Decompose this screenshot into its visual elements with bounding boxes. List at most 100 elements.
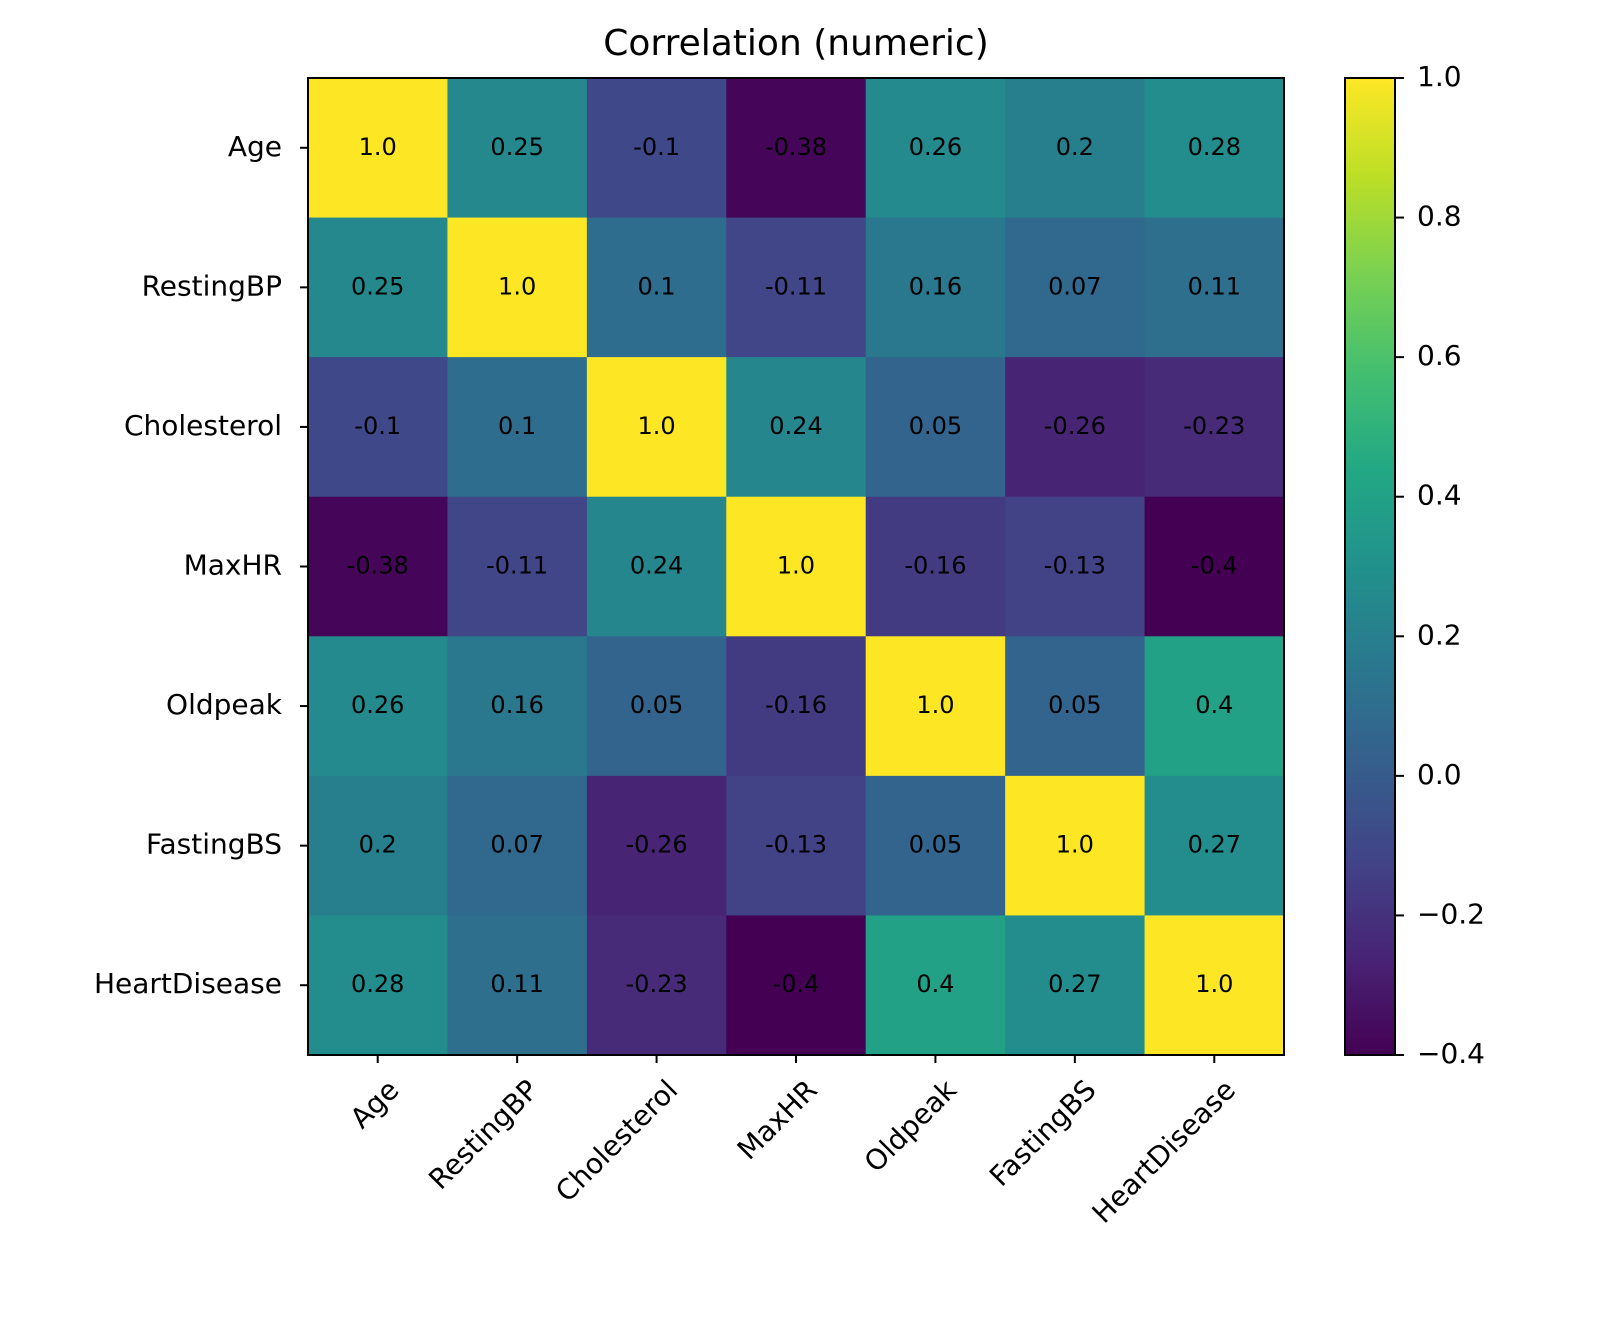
cell-label: -0.4 bbox=[773, 970, 820, 998]
heatmap-cell bbox=[1005, 636, 1146, 777]
heatmap-cell bbox=[447, 217, 588, 358]
cell-label: 0.05 bbox=[909, 412, 962, 440]
cell-label: -0.26 bbox=[1044, 412, 1106, 440]
cell-label: -0.13 bbox=[1044, 552, 1106, 580]
cell-label: 0.27 bbox=[1188, 831, 1241, 859]
heatmap-cell bbox=[1144, 217, 1285, 358]
heatmap-cell bbox=[586, 496, 727, 637]
cell-label: 0.24 bbox=[769, 412, 822, 440]
cell-label: -0.11 bbox=[765, 272, 827, 300]
heatmap-cell bbox=[1144, 636, 1285, 777]
colorbar bbox=[1344, 77, 1396, 1056]
colorbar-tick-label: 0.6 bbox=[1417, 339, 1462, 372]
heatmap-cell bbox=[1144, 775, 1285, 916]
heatmap-cell bbox=[586, 915, 727, 1056]
cell-label: 0.16 bbox=[490, 691, 543, 719]
heatmap-cell bbox=[865, 915, 1006, 1056]
cell-label: 0.16 bbox=[909, 272, 962, 300]
cell-label: -0.16 bbox=[904, 552, 966, 580]
cell-label: -0.1 bbox=[633, 133, 680, 161]
cell-label: 0.26 bbox=[351, 691, 404, 719]
heatmap-cell bbox=[865, 636, 1006, 777]
colorbar-tick-label: 0.8 bbox=[1417, 200, 1462, 233]
x-tick-label: MaxHR bbox=[731, 1073, 824, 1166]
colorbar-tick-label: −0.2 bbox=[1417, 897, 1485, 930]
cell-label: -0.1 bbox=[354, 412, 401, 440]
cell-label: 1.0 bbox=[637, 412, 675, 440]
heatmap-cell bbox=[447, 496, 588, 637]
cell-label: -0.23 bbox=[1183, 412, 1245, 440]
x-tick-label: RestingBP bbox=[422, 1073, 545, 1196]
heatmap-cell bbox=[726, 775, 867, 916]
cell-label: 0.28 bbox=[1188, 133, 1241, 161]
heatmap-cell bbox=[1144, 496, 1285, 637]
colorbar-tick-label: 0.0 bbox=[1417, 758, 1462, 791]
heatmap-cell bbox=[726, 636, 867, 777]
x-tick-label: HeartDisease bbox=[1086, 1073, 1242, 1229]
x-tick-label: Oldpeak bbox=[858, 1073, 964, 1179]
cell-label: 0.2 bbox=[1056, 133, 1094, 161]
y-tick-label: FastingBS bbox=[146, 828, 282, 861]
cell-label: 0.1 bbox=[637, 272, 675, 300]
chart-title: Correlation (numeric) bbox=[603, 23, 989, 64]
heatmap-cell bbox=[308, 357, 448, 498]
heatmap-cell bbox=[1005, 78, 1146, 219]
cell-label: 1.0 bbox=[777, 552, 815, 580]
cell-label: -0.11 bbox=[486, 552, 548, 580]
colorbar-tick-label: 0.2 bbox=[1417, 618, 1462, 651]
heatmap-cell bbox=[1005, 357, 1146, 498]
heatmap-cell bbox=[447, 775, 588, 916]
heatmap-cell bbox=[447, 636, 588, 777]
y-tick-label: RestingBP bbox=[142, 269, 282, 302]
heatmap-cell bbox=[1144, 78, 1285, 219]
cell-label: 0.11 bbox=[1188, 272, 1241, 300]
heatmap-cell bbox=[865, 217, 1006, 358]
cell-label: 0.25 bbox=[351, 272, 404, 300]
heatmap-cell bbox=[865, 775, 1006, 916]
heatmap-cell bbox=[586, 357, 727, 498]
heatmap-cell bbox=[308, 636, 448, 777]
heatmap-cell bbox=[1005, 775, 1146, 916]
cell-label: 1.0 bbox=[359, 133, 397, 161]
cell-label: 1.0 bbox=[1195, 970, 1233, 998]
cell-label: 0.07 bbox=[490, 831, 543, 859]
heatmap-cell bbox=[586, 217, 727, 358]
cell-label: 0.27 bbox=[1048, 970, 1101, 998]
y-tick-label: Age bbox=[228, 130, 282, 163]
x-tick-label: Cholesterol bbox=[549, 1073, 684, 1208]
cell-label: 0.28 bbox=[351, 970, 404, 998]
heatmap-cell bbox=[1144, 915, 1285, 1056]
y-tick-label: Cholesterol bbox=[124, 409, 282, 442]
colorbar-tick-label: −0.4 bbox=[1417, 1037, 1485, 1070]
cell-label: 0.1 bbox=[498, 412, 536, 440]
heatmap-cell bbox=[726, 217, 867, 358]
cell-label: 0.26 bbox=[909, 133, 962, 161]
cell-label: 0.25 bbox=[490, 133, 543, 161]
heatmap-cell bbox=[726, 357, 867, 498]
heatmap-cell bbox=[865, 78, 1006, 219]
heatmap-cell bbox=[726, 496, 867, 637]
y-tick-label: MaxHR bbox=[184, 549, 282, 582]
cell-label: 0.2 bbox=[359, 831, 397, 859]
heatmap-cell bbox=[308, 217, 448, 358]
heatmap-cell bbox=[586, 636, 727, 777]
heatmap-cell bbox=[1005, 915, 1146, 1056]
cell-label: 0.07 bbox=[1048, 272, 1101, 300]
cell-label: -0.38 bbox=[765, 133, 827, 161]
cell-label: 0.11 bbox=[490, 970, 543, 998]
cell-label: -0.38 bbox=[347, 552, 409, 580]
colorbar-tick-label: 1.0 bbox=[1417, 60, 1462, 93]
heatmap-cell bbox=[1005, 217, 1146, 358]
heatmap-cell bbox=[1144, 357, 1285, 498]
heatmap-cell bbox=[726, 915, 867, 1056]
heatmap-cell bbox=[447, 357, 588, 498]
heatmap-cell bbox=[865, 496, 1006, 637]
heatmap-cell bbox=[447, 915, 588, 1056]
cell-label: -0.4 bbox=[1191, 552, 1238, 580]
cell-label: -0.26 bbox=[626, 831, 688, 859]
cell-label: 1.0 bbox=[498, 272, 536, 300]
heatmap-cell bbox=[308, 78, 448, 219]
y-tick-label: Oldpeak bbox=[166, 688, 283, 721]
heatmap-cell bbox=[586, 78, 727, 219]
